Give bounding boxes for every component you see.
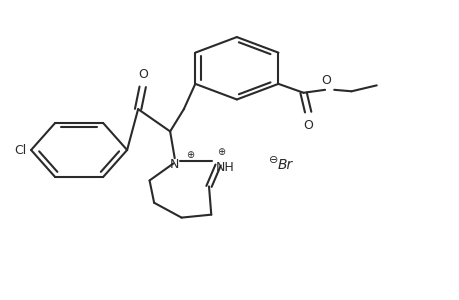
Text: NH: NH: [215, 161, 234, 174]
Text: O: O: [137, 68, 147, 81]
Text: Br: Br: [277, 158, 293, 172]
Text: ⊖: ⊖: [268, 155, 278, 165]
Text: Cl: Cl: [14, 143, 27, 157]
Text: O: O: [302, 118, 313, 132]
Text: ⊕: ⊕: [217, 147, 225, 157]
Text: N: N: [170, 158, 179, 171]
Text: ⊕: ⊕: [186, 150, 194, 160]
Text: O: O: [321, 74, 330, 87]
